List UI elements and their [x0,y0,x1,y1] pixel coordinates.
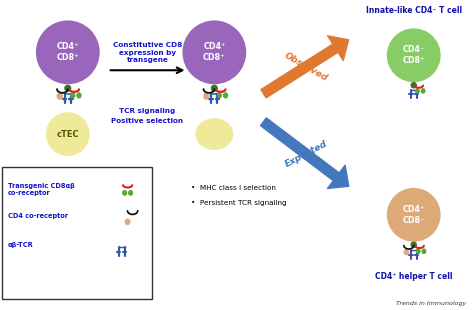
Ellipse shape [195,118,233,150]
Ellipse shape [415,88,420,94]
Circle shape [410,241,417,248]
Circle shape [211,85,218,92]
Text: Positive selection: Positive selection [111,118,183,124]
Circle shape [36,20,100,84]
Text: TCR signaling: TCR signaling [119,108,176,114]
Ellipse shape [76,92,82,99]
Circle shape [410,82,417,88]
Text: CD4⁻
CD8⁺: CD4⁻ CD8⁺ [402,45,425,65]
Ellipse shape [122,190,127,196]
Text: CD4⁺
CD8⁺: CD4⁺ CD8⁺ [203,42,226,62]
Ellipse shape [217,92,222,99]
Text: CD4⁺
CD8⁺: CD4⁺ CD8⁺ [56,42,79,62]
Ellipse shape [56,93,63,100]
Circle shape [64,85,72,92]
Text: CD4⁺ helper T cell: CD4⁺ helper T cell [375,272,453,281]
Ellipse shape [421,88,426,94]
Text: Trends in Immunology: Trends in Immunology [396,300,466,306]
Text: •  Persistent TCR signaling: • Persistent TCR signaling [191,200,287,206]
Ellipse shape [203,93,210,100]
Ellipse shape [421,248,427,254]
Text: CD4⁺
CD8⁻: CD4⁺ CD8⁻ [402,205,425,225]
Circle shape [387,29,441,82]
Text: CD4 co-receptor: CD4 co-receptor [8,213,68,219]
Text: Transgenic CD8αβ
co-receptor: Transgenic CD8αβ co-receptor [8,183,75,197]
Circle shape [387,188,441,242]
Circle shape [46,112,90,156]
Ellipse shape [416,248,421,254]
Text: Observed: Observed [283,51,329,83]
Text: •  MHC class I selection: • MHC class I selection [191,185,276,191]
Circle shape [182,20,246,84]
Text: cTEC: cTEC [56,130,79,139]
Text: αβ-TCR: αβ-TCR [8,242,34,248]
FancyBboxPatch shape [2,167,152,299]
Text: Innate-like CD4⁻ T cell: Innate-like CD4⁻ T cell [365,7,462,16]
Ellipse shape [403,249,409,255]
Ellipse shape [125,219,130,225]
Text: Expected: Expected [283,139,329,169]
Ellipse shape [70,92,75,99]
Text: Constitutive CD8
expression by
transgene: Constitutive CD8 expression by transgene [113,42,182,63]
Ellipse shape [128,190,133,196]
Ellipse shape [223,92,228,99]
